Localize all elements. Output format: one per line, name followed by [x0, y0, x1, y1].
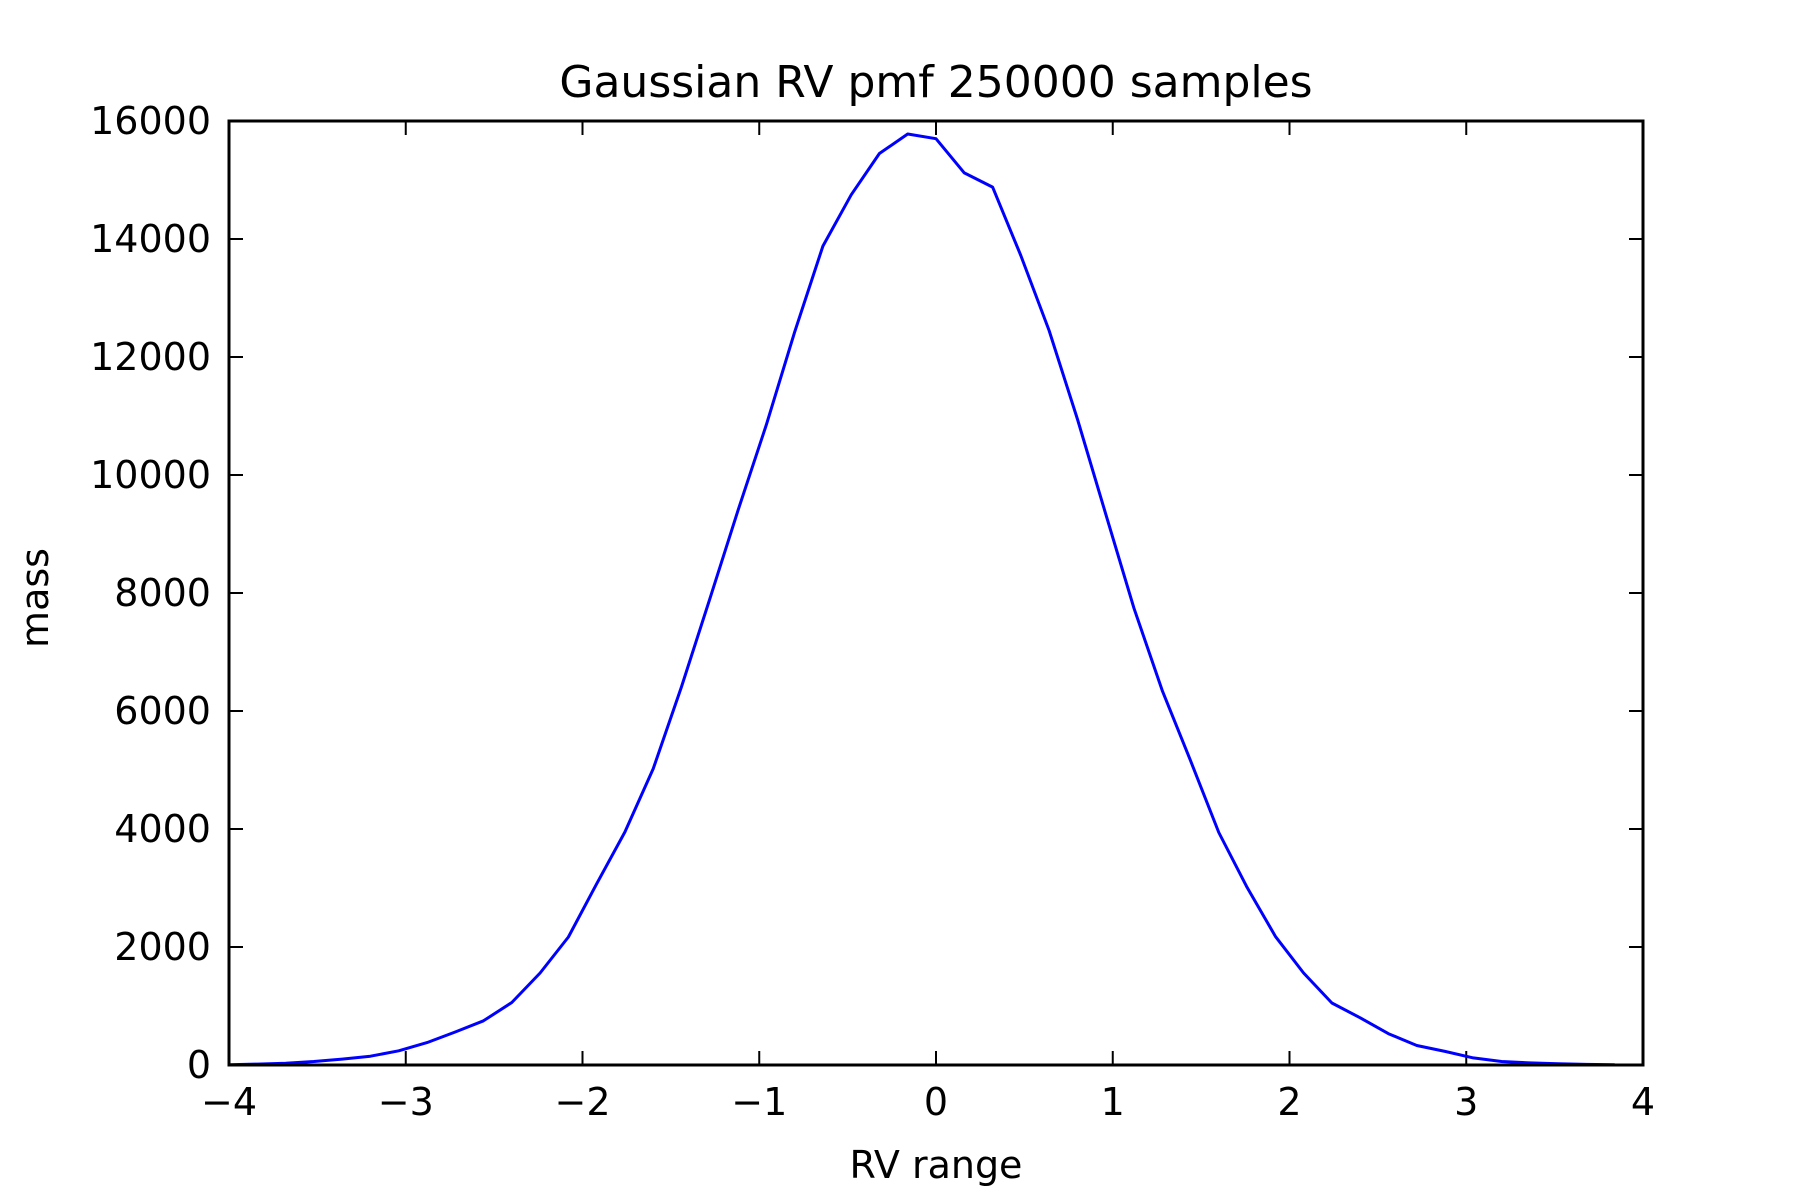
chart-title: Gaussian RV pmf 250000 samples — [559, 57, 1312, 108]
y-tick-label: 10000 — [90, 453, 211, 497]
x-tick-label: 1 — [1101, 1080, 1125, 1124]
x-tick-label: −4 — [201, 1080, 257, 1124]
x-tick-label: −2 — [554, 1080, 610, 1124]
plot-frame — [227, 119, 1645, 1067]
y-tick-label: 8000 — [114, 571, 211, 615]
y-tick-label: 16000 — [90, 99, 211, 143]
x-tick-label: 3 — [1454, 1080, 1478, 1124]
y-tick-label: 12000 — [90, 335, 211, 379]
y-tick-label: 14000 — [90, 217, 211, 261]
y-tick-label: 6000 — [114, 689, 211, 733]
y-axis-label: mass — [13, 548, 57, 648]
y-axis-ticks: 0 2000 4000 6000 8000 10000 12000 14000 16000 — [90, 99, 1643, 1087]
plot-series — [228, 132, 1615, 1067]
x-tick-label: −1 — [731, 1080, 787, 1124]
x-tick-label: 0 — [924, 1080, 948, 1124]
x-axis-label: RV range — [850, 1143, 1023, 1187]
y-tick-label: 2000 — [114, 925, 211, 969]
series-line — [228, 132, 1615, 1067]
x-tick-label: 2 — [1277, 1080, 1301, 1124]
y-tick-label: 4000 — [114, 807, 211, 851]
x-tick-label: 4 — [1631, 1080, 1655, 1124]
y-tick-label: 0 — [187, 1043, 211, 1087]
x-tick-label: −3 — [378, 1080, 434, 1124]
x-axis-ticks: −4 −3 −2 −1 0 1 2 3 4 — [201, 121, 1655, 1124]
